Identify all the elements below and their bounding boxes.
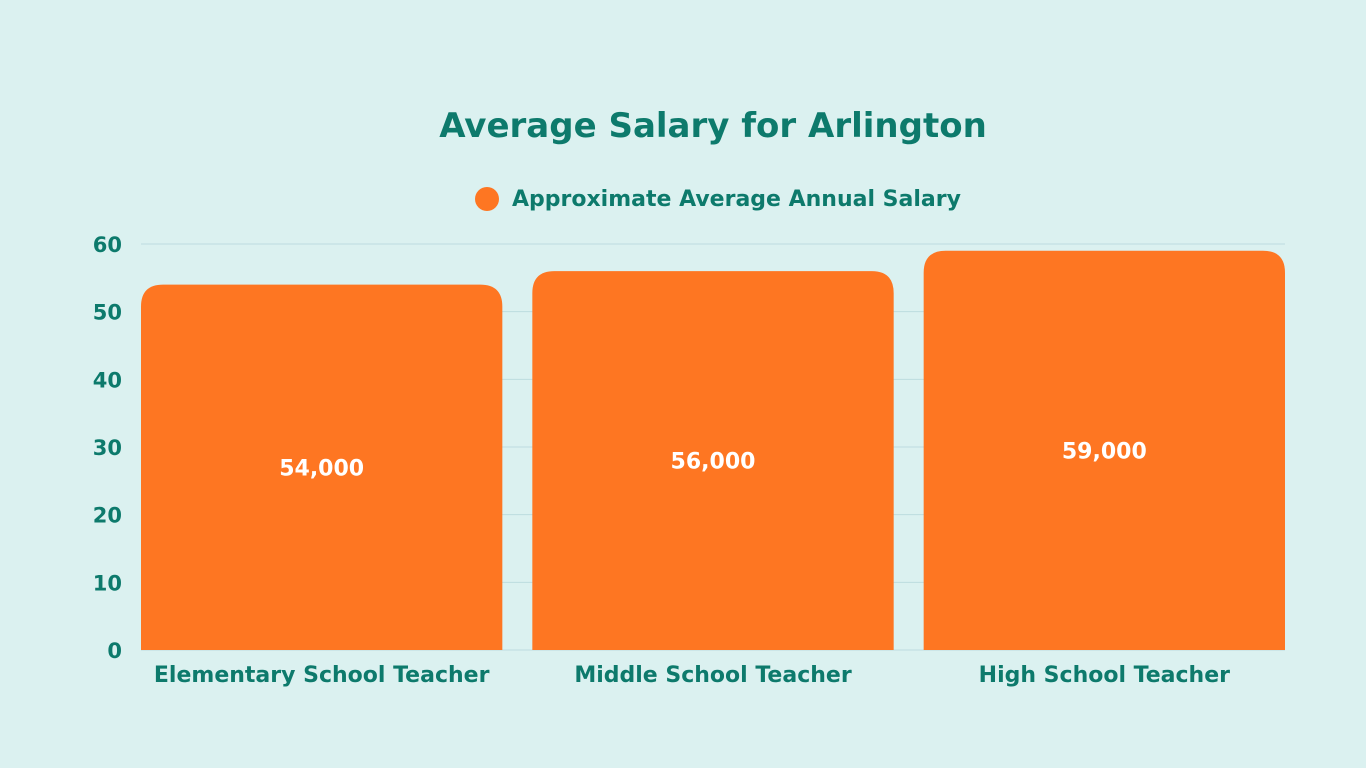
data-label: 54,000 bbox=[279, 456, 364, 481]
x-tick-label: Middle School Teacher bbox=[574, 663, 852, 688]
y-tick-label: 20 bbox=[93, 504, 122, 528]
x-tick-label: High School Teacher bbox=[979, 663, 1230, 688]
bar bbox=[141, 284, 503, 650]
y-tick-label: 10 bbox=[93, 571, 122, 595]
y-tick-label: 40 bbox=[93, 368, 122, 392]
chart-title: Average Salary for Arlington bbox=[439, 106, 987, 146]
data-label: 59,000 bbox=[1062, 439, 1147, 464]
legend-swatch bbox=[475, 187, 499, 211]
y-tick-label: 60 bbox=[93, 233, 122, 257]
legend-label: Approximate Average Annual Salary bbox=[512, 187, 961, 212]
data-label: 56,000 bbox=[671, 450, 756, 475]
y-tick-label: 0 bbox=[107, 639, 122, 663]
bar bbox=[923, 250, 1285, 650]
y-tick-label: 50 bbox=[93, 301, 122, 325]
legend: Approximate Average Annual Salary bbox=[475, 187, 961, 212]
x-tick-label: Elementary School Teacher bbox=[154, 663, 490, 688]
bar bbox=[532, 271, 894, 650]
y-tick-label: 30 bbox=[93, 436, 122, 460]
